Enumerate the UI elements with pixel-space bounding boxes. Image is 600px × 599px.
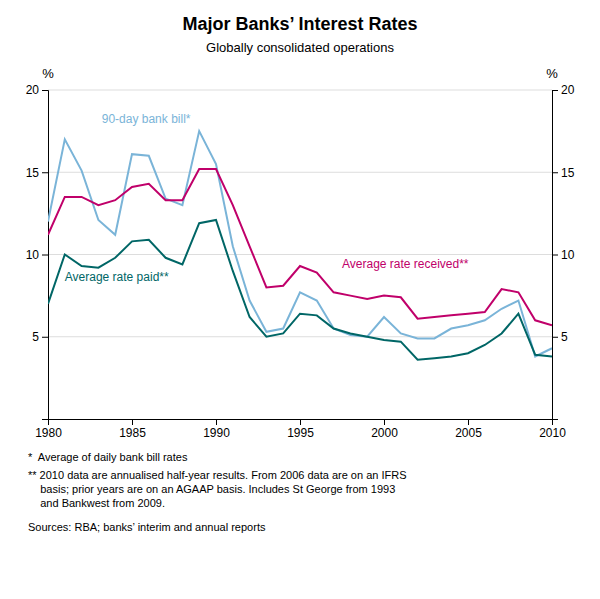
grid-line [48, 254, 552, 255]
axis-line [553, 91, 559, 420]
tick: 15 [552, 166, 575, 180]
footnote-line: Sources: RBA; banks’ interim and annual … [28, 521, 266, 533]
grid-line [48, 336, 552, 337]
tick: 1990 [203, 419, 230, 440]
tick-label: 10 [26, 248, 40, 262]
tick-label: 2010 [539, 426, 566, 440]
tick-label: 10 [561, 248, 575, 262]
x-axis: 1980 1985 1990 1995 2000 2005 2010 [35, 419, 566, 440]
tick-mark [132, 419, 133, 425]
tick: 2010 [539, 419, 566, 440]
footnote-line: * Average of daily bank bill rates [28, 451, 188, 463]
y2-axis-label: % [546, 66, 558, 81]
annotation: Average rate received** [342, 257, 469, 271]
tick-mark [42, 337, 48, 338]
tick: 20 [26, 83, 48, 97]
series-line [48, 131, 552, 356]
grid-line [48, 172, 552, 173]
tick-mark [42, 255, 48, 256]
tick: 5 [32, 330, 48, 344]
tick: 1995 [287, 419, 314, 440]
tick: 5 [552, 330, 568, 344]
tick-label: 20 [561, 83, 575, 97]
tick-mark [42, 172, 48, 173]
tick: 20 [552, 83, 575, 97]
grid-line [48, 90, 552, 91]
footnote: Sources: RBA; banks’ interim and annual … [28, 521, 266, 533]
tick-label: 20 [26, 83, 40, 97]
tick-label: 15 [561, 166, 575, 180]
y-axis-label: % [42, 66, 54, 81]
plot-area [48, 131, 552, 360]
tick: 2005 [455, 419, 482, 440]
tick-label: 1990 [203, 426, 230, 440]
tick-label: 1980 [35, 426, 62, 440]
footnote-line: and Bankwest from 2009. [28, 497, 165, 509]
tick-label: 5 [32, 330, 39, 344]
axis-line [49, 420, 553, 426]
title: Major Banks’ Interest Rates [182, 14, 417, 34]
tick-label: 1985 [119, 426, 146, 440]
subtitle: Globally consolidated operations [206, 40, 394, 55]
tick-label: 15 [26, 166, 40, 180]
grid [48, 90, 552, 337]
axis-line [42, 91, 49, 420]
tick-label: 1995 [287, 426, 314, 440]
tick-label: 5 [561, 330, 568, 344]
tick-mark [42, 90, 48, 91]
tick: 10 [552, 248, 575, 262]
tick: 1985 [119, 419, 146, 440]
series-line [48, 220, 552, 360]
chart: Major Banks’ Interest Rates Globally cons… [0, 0, 600, 599]
footnote: ** 2010 data are annualised half-year re… [28, 469, 407, 509]
tick-label: 2000 [371, 426, 398, 440]
tick-mark [552, 172, 558, 173]
tick-mark [552, 255, 558, 256]
tick-mark [384, 419, 385, 425]
y2-axis: 5 10 15 20 [552, 83, 575, 419]
footnote-line: basis; prior years are on an AGAAP basis… [28, 483, 395, 495]
tick: 2000 [371, 419, 398, 440]
tick-label: 2005 [455, 426, 482, 440]
tick-mark [468, 419, 469, 425]
tick: 10 [26, 248, 48, 262]
tick-mark [300, 419, 301, 425]
tick-mark [216, 419, 217, 425]
annotation: Average rate paid** [65, 270, 169, 284]
y-axis: 5 10 15 20 [26, 83, 49, 419]
tick: 15 [26, 166, 48, 180]
tick-mark [552, 337, 558, 338]
tick-mark [552, 90, 558, 91]
series-line [48, 169, 552, 325]
footnote: * Average of daily bank bill rates [28, 451, 188, 463]
footnote-line: ** 2010 data are annualised half-year re… [28, 469, 407, 481]
tick: 1980 [35, 419, 62, 440]
annotation: 90-day bank bill* [102, 112, 191, 126]
